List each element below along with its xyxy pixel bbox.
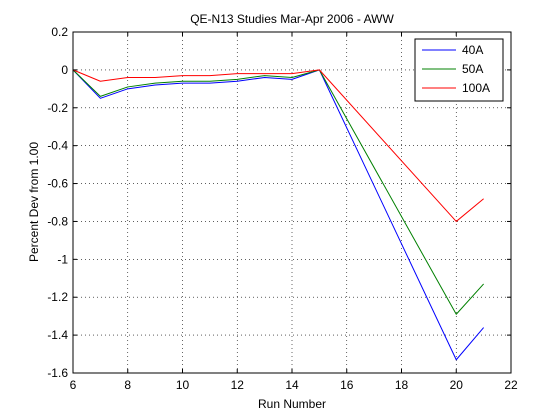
x-axis-label: Run Number [258, 397, 326, 411]
x-tick-label: 20 [450, 378, 464, 392]
y-tick-label: -0.2 [47, 101, 68, 115]
x-tick-label: 10 [176, 378, 190, 392]
x-tick-label: 14 [285, 378, 299, 392]
y-tick-label: -0.6 [47, 177, 68, 191]
axis-ticks [72, 31, 512, 374]
series-lines [72, 69, 485, 361]
legend-label-50a: 50A [462, 62, 483, 76]
chart-title: QE-N13 Studies Mar-Apr 2006 - AWW [190, 12, 394, 26]
legend-label-40a: 40A [462, 43, 483, 57]
x-tick-label: 6 [70, 378, 77, 392]
x-tick-label: 18 [395, 378, 409, 392]
grid-lines [73, 32, 511, 373]
legend: 40A 50A 100A [414, 38, 504, 102]
x-tick-label: 16 [340, 378, 354, 392]
axis-tick-labels: 6 8 10 12 14 16 18 20 22 0.2 0 -0.2 -0.4 -0.6 -0.8 -1 -1… [47, 25, 518, 392]
y-tick-label: -1.4 [47, 328, 68, 342]
y-axis-label: Percent Dev from 1.00 [27, 142, 41, 262]
x-tick-label: 22 [504, 378, 518, 392]
y-tick-label: 0 [61, 63, 68, 77]
y-tick-label: -1.2 [47, 290, 68, 304]
legend-box [414, 38, 504, 102]
y-tick-label: -0.8 [47, 214, 68, 228]
x-tick-label: 8 [124, 378, 131, 392]
legend-label-100a: 100A [462, 81, 490, 95]
series-line-100a [72, 69, 484, 222]
x-tick-label: 12 [231, 378, 245, 392]
y-tick-label: -1 [57, 252, 68, 266]
y-tick-label: -1.6 [47, 366, 68, 380]
series-line-50a [72, 69, 485, 315]
y-tick-label: 0.2 [51, 25, 68, 39]
y-tick-label: -0.4 [47, 139, 68, 153]
series-line-40a [72, 69, 485, 361]
